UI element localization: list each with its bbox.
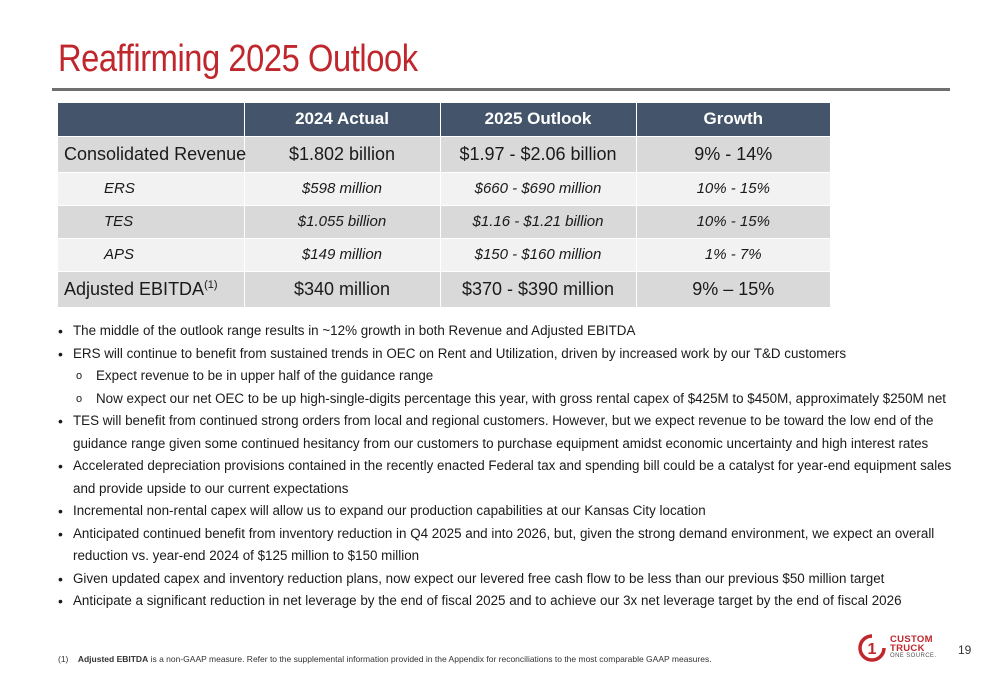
table-row: TES $1.055 billion $1.16 - $1.21 billion… bbox=[58, 204, 830, 238]
logo-line2: TRUCK bbox=[890, 643, 925, 654]
page-title: Reaffirming 2025 Outlook bbox=[58, 38, 418, 80]
row-label-text: Adjusted EBITDA bbox=[64, 278, 205, 299]
bullet-item: TES will benefit from continued strong o… bbox=[58, 410, 963, 455]
footnote: (1) Adjusted EBITDA is a non-GAAP measur… bbox=[58, 654, 712, 664]
footnote-ref: (1) bbox=[204, 278, 218, 291]
cell-growth: 10% - 15% bbox=[636, 171, 830, 205]
bullet-item: The middle of the outlook range results … bbox=[58, 320, 963, 343]
cell-actual: $340 million bbox=[244, 270, 441, 307]
logo-line1: CUSTOM bbox=[890, 634, 933, 645]
logo-mark-icon: 1 bbox=[858, 634, 886, 662]
logo-tagline: ONE SOURCE. bbox=[890, 653, 937, 659]
cell-growth: 9% – 15% bbox=[636, 270, 830, 307]
cell-outlook: $1.16 - $1.21 billion bbox=[440, 204, 637, 238]
row-label: ERS bbox=[58, 171, 245, 205]
cell-growth: 1% - 7% bbox=[636, 237, 830, 271]
table-row: Consolidated Revenue $1.802 billion $1.9… bbox=[58, 135, 830, 172]
page-number: 19 bbox=[958, 643, 972, 657]
sub-bullet-item: Expect revenue to be in upper half of th… bbox=[58, 365, 963, 388]
cell-growth: 9% - 14% bbox=[636, 135, 830, 172]
row-label: TES bbox=[58, 204, 245, 238]
cell-actual: $149 million bbox=[244, 237, 441, 271]
cell-outlook: $660 - $690 million bbox=[440, 171, 637, 205]
outlook-bullets: The middle of the outlook range results … bbox=[58, 320, 963, 613]
bullet-item: Anticipate a significant reduction in ne… bbox=[58, 590, 963, 613]
row-label: Adjusted EBITDA(1) bbox=[58, 270, 245, 307]
footnote-term: Adjusted EBITDA bbox=[77, 654, 149, 664]
header-2025-outlook: 2025 Outlook bbox=[440, 103, 637, 136]
outlook-table: 2024 Actual 2025 Outlook Growth Consolid… bbox=[58, 103, 830, 307]
cell-actual: $1.802 billion bbox=[244, 135, 441, 172]
table-row: Adjusted EBITDA(1) $340 million $370 - $… bbox=[58, 270, 830, 307]
header-empty bbox=[58, 103, 245, 136]
cell-outlook: $370 - $390 million bbox=[440, 270, 637, 307]
bullet-item: Given updated capex and inventory reduct… bbox=[58, 568, 963, 591]
title-divider bbox=[52, 88, 950, 91]
header-2024-actual: 2024 Actual bbox=[244, 103, 441, 136]
header-growth: Growth bbox=[636, 103, 830, 136]
sub-bullet-item: Now expect our net OEC to be up high-sin… bbox=[58, 388, 963, 411]
row-label: APS bbox=[58, 237, 245, 271]
row-label: Consolidated Revenue bbox=[58, 135, 246, 172]
cell-outlook: $150 - $160 million bbox=[440, 237, 637, 271]
bullet-item: Accelerated depreciation provisions cont… bbox=[58, 455, 963, 500]
company-logo: 1 CUSTOM TRUCK ONE SOURCE. bbox=[858, 632, 938, 668]
footnote-text: is a non-GAAP measure. Refer to the supp… bbox=[148, 654, 712, 664]
bullet-item: Anticipated continued benefit from inven… bbox=[58, 523, 963, 568]
cell-growth: 10% - 15% bbox=[636, 204, 830, 238]
logo-wordmark: CUSTOM TRUCK bbox=[890, 634, 933, 654]
bullet-item: ERS will continue to benefit from sustai… bbox=[58, 343, 963, 366]
table-row: ERS $598 million $660 - $690 million 10%… bbox=[58, 171, 830, 205]
cell-actual: $1.055 billion bbox=[244, 204, 441, 238]
logo-mark-text: 1 bbox=[868, 641, 877, 658]
cell-actual: $598 million bbox=[244, 171, 441, 205]
table-row: APS $149 million $150 - $160 million 1% … bbox=[58, 237, 830, 271]
table-header-row: 2024 Actual 2025 Outlook Growth bbox=[58, 103, 830, 136]
bullet-item: Incremental non-rental capex will allow … bbox=[58, 500, 963, 523]
footnote-marker: (1) bbox=[58, 654, 69, 664]
cell-outlook: $1.97 - $2.06 billion bbox=[440, 135, 637, 172]
